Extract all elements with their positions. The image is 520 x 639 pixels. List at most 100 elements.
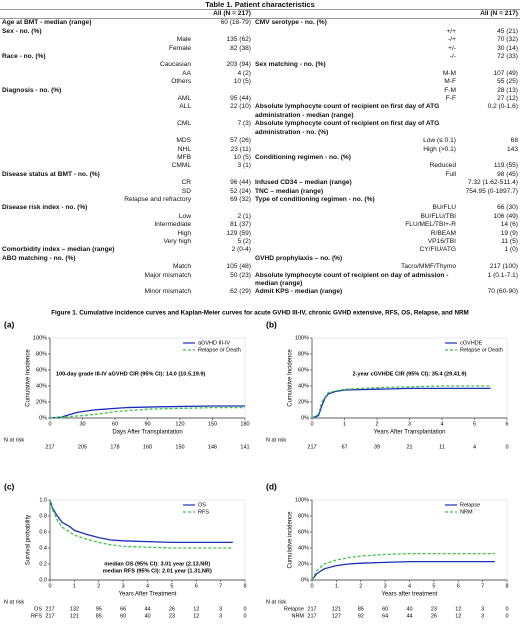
row-value — [458, 154, 520, 162]
risk-count: 0 — [505, 444, 508, 450]
table-row: Low 2 (1) BU/FLU/TBI 106 (49) — [0, 213, 520, 221]
table-row: MDS 57 (26) Low (≤ 0.1) 68 — [0, 137, 520, 145]
risk-count: 12 — [455, 613, 461, 619]
x-tick-label: 180 — [240, 421, 249, 427]
table-row: Intermediate 81 (37) FLU/MEL/TBI+-R 14 (6) — [0, 221, 520, 229]
risk-count: 217 — [307, 606, 316, 612]
row-value: 107 (49) — [493, 69, 518, 77]
x-tick-label: 30 — [79, 421, 85, 427]
row-label: Female — [169, 44, 191, 52]
y-tick-label: 0.8 — [39, 513, 47, 519]
row-value — [458, 19, 520, 28]
y-tick-label: 0.0 — [39, 577, 47, 583]
row-value: 10 (5) — [233, 153, 251, 161]
figure-caption: Figure 1. Cumulative incidence curves an… — [51, 310, 469, 317]
row-label: Others — [171, 78, 191, 86]
row-label: R/BEAM — [430, 229, 456, 237]
y-tick-label: 80% — [298, 513, 309, 519]
row-value: 143 — [506, 145, 518, 153]
row-value: 66 (30) — [497, 204, 518, 212]
row-label: Very high — [163, 237, 192, 245]
y-tick-label: 0% — [39, 415, 47, 421]
row-value: 106 (49) — [493, 212, 518, 220]
risk-count: 26 — [431, 613, 437, 619]
row-label: MDS — [176, 137, 191, 145]
table-title: Table 1. Patient characteristics — [0, 0, 520, 10]
x-tick-label: 6 — [195, 583, 198, 589]
row-value: 754.95 (0-1897.7) — [465, 187, 518, 195]
header-cell: All (N = 217) — [193, 10, 253, 20]
table: All (N = 217) All (N = 217) Age at BMT -… — [0, 10, 520, 297]
row-value: 10 (5) — [233, 78, 251, 86]
y-tick-label: 100% — [295, 335, 309, 341]
risk-count: 12 — [455, 606, 461, 612]
risk-count: 4 — [473, 444, 476, 450]
row-value: 7.32 (1.62-511.4) — [467, 179, 518, 187]
y-tick-label: 0.4 — [39, 545, 47, 551]
row-value — [193, 171, 253, 179]
table-row: Major mismatch 50 (23) Absolute lymphocyte… — [0, 272, 520, 289]
y-tick-label: 20% — [298, 399, 309, 405]
legend-label: Relapse — [460, 502, 480, 508]
row-value: 28 (13) — [497, 86, 518, 94]
row-label: M-F — [444, 78, 456, 86]
header-row: All (N = 217) All (N = 217) — [0, 10, 520, 20]
row-value: 119 (55) — [493, 162, 518, 170]
row-label: Major mismatch — [144, 271, 191, 279]
row-label: Minor mismatch — [144, 288, 191, 296]
table-row: Age at BMT - median (range) 60 (18-79) CMV… — [0, 19, 520, 28]
row-label: ABO matching - no. (%) — [2, 254, 76, 262]
row-label: Low — [178, 212, 191, 220]
row-value: 3 (1) — [237, 162, 251, 170]
row-value: 52 (24) — [230, 187, 251, 195]
table-row: Female 82 (38) +/- 30 (14) — [0, 45, 520, 53]
x-tick-label: 4 — [146, 583, 149, 589]
y-axis-label: Cumulative Incidence — [288, 349, 294, 407]
row-label: High (>0.1) — [423, 145, 456, 153]
row-label: Age at BMT - median (range) — [2, 19, 92, 27]
table-row: Minor mismatch 62 (29) Admit KPS - median … — [0, 288, 520, 296]
y-tick-label: 0% — [301, 415, 309, 421]
row-value — [193, 28, 253, 36]
x-tick-label: 1 — [335, 583, 338, 589]
row-value: 60 (18-79) — [220, 19, 251, 27]
y-axis-label: Cumulative Incidence — [26, 349, 32, 407]
annotation: median OS (95% CI): 3.01 year (2.13,NR) — [104, 561, 210, 567]
row-label: Match — [173, 263, 191, 271]
row-label: Male — [176, 36, 191, 44]
figure: Figure 1. Cumulative incidence curves an… — [4, 310, 509, 620]
row-value: 82 (38) — [230, 44, 251, 52]
risk-count: 12 — [193, 613, 199, 619]
y-tick-label: 100% — [33, 335, 47, 341]
risk-title: N at risk — [4, 437, 24, 443]
risk-count: 39 — [374, 444, 380, 450]
x-axis-label: Years After Treatment — [119, 592, 177, 598]
legend-label: NRM — [460, 509, 473, 515]
row-value: 96 (44) — [230, 179, 251, 187]
row-value: 57 (26) — [230, 137, 251, 145]
row-label: BU/FLU/TBI — [420, 212, 456, 220]
row-value — [458, 61, 520, 69]
table-row: Comorbidity index – median (range) 2 (0-4… — [0, 246, 520, 254]
row-value: 55 (25) — [497, 78, 518, 86]
row-label: VP16/TBI — [427, 237, 456, 245]
x-tick-label: 6 — [505, 421, 508, 427]
row-label: F-M — [444, 86, 456, 94]
risk-count: 40 — [144, 613, 150, 619]
row-value: 135 (62) — [226, 36, 251, 44]
x-axis-label: Years After Transplantation — [374, 430, 446, 436]
y-tick-label: 40% — [298, 545, 309, 551]
y-tick-label: 20% — [36, 399, 47, 405]
curve — [311, 560, 495, 581]
row-value: 105 (48) — [226, 263, 251, 271]
row-label: Absolute lymphocyte count of recipient o… — [255, 271, 449, 287]
row-value: 7 (3) — [237, 120, 251, 128]
row-value: 129 (59) — [226, 229, 251, 237]
x-tick-label: 0 — [48, 421, 51, 427]
legend-label: OS — [198, 502, 206, 508]
risk-count: 23 — [431, 606, 437, 612]
risk-count: 26 — [169, 606, 175, 612]
x-tick-label: 1 — [73, 583, 76, 589]
x-tick-label: 0 — [48, 583, 51, 589]
